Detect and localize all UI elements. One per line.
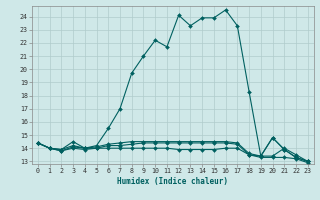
X-axis label: Humidex (Indice chaleur): Humidex (Indice chaleur): [117, 177, 228, 186]
